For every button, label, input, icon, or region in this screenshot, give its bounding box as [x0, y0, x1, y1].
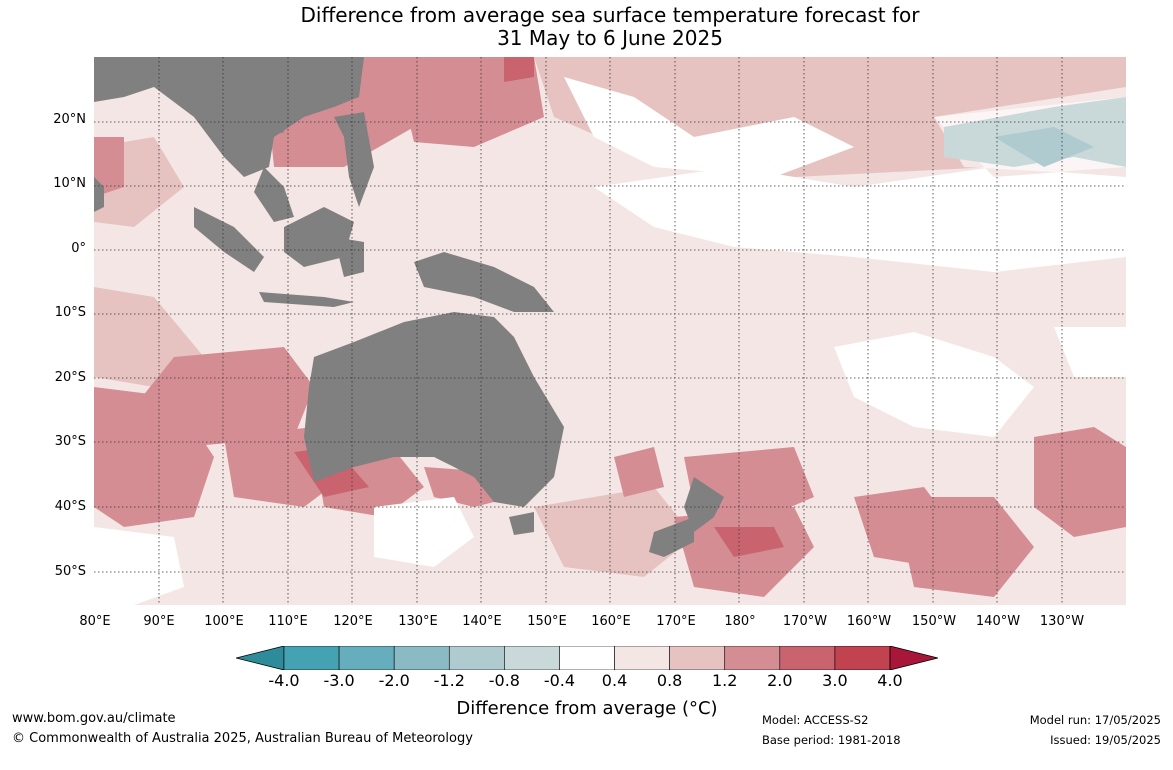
colorbar-segment — [448, 646, 505, 670]
colorbar-tick-label: -1.2 — [433, 671, 465, 690]
colorbar-segment — [614, 646, 670, 670]
colorbar-tick-label: 2.0 — [767, 671, 793, 690]
colorbar-tick-label: -0.4 — [543, 671, 576, 690]
title-line-2: 31 May to 6 June 2025 — [497, 26, 723, 50]
lat-label: 40°S — [54, 499, 86, 514]
lon-label: 170°E — [656, 614, 696, 629]
model-text: Model: ACCESS-S2 — [762, 713, 869, 727]
lon-label: 160°W — [846, 614, 892, 629]
base-period-text: Base period: 1981-2018 — [762, 733, 901, 747]
lon-label: 150°W — [911, 614, 957, 629]
lat-label: 20°S — [54, 370, 86, 385]
colorbar-tick-label: -0.8 — [488, 671, 520, 690]
lon-label: 160°E — [591, 614, 631, 629]
lon-label: 180° — [724, 614, 756, 629]
map-canvas — [94, 57, 1126, 605]
lon-label: 80°E — [79, 614, 111, 629]
lat-label: 30°S — [54, 434, 86, 449]
lon-label: 130°E — [398, 614, 438, 629]
model-run-text: Model run: 17/05/2025 — [1029, 713, 1161, 727]
lon-label: 110°E — [268, 614, 308, 629]
sst-anomaly-map — [94, 57, 1126, 605]
lat-label: 20°N — [53, 112, 86, 127]
lon-label: 100°E — [204, 614, 244, 629]
colorbar-tick-label: 1.2 — [711, 671, 738, 690]
copyright-text: © Commonwealth of Australia 2025, Austra… — [12, 731, 473, 746]
lon-label: 150°E — [527, 614, 567, 629]
colorbar-tick-label: 0.4 — [601, 671, 628, 690]
lat-label: 10°N — [53, 176, 86, 191]
colorbar-segment — [779, 646, 836, 670]
colorbar-label: Difference from average (°C) — [456, 698, 718, 719]
lon-label: 120°E — [333, 614, 373, 629]
colorbar-tick-label: -4.0 — [268, 671, 300, 690]
title-line-1: Difference from average sea surface temp… — [300, 3, 920, 27]
colorbar-tick-label: 0.8 — [656, 671, 683, 690]
colorbar-segment — [283, 646, 340, 670]
website-text: www.bom.gov.au/climate — [12, 711, 176, 726]
colorbar-segment — [834, 646, 891, 670]
colorbar-segment — [338, 646, 395, 670]
colorbar-segments — [236, 646, 938, 670]
colorbar-segment — [669, 646, 726, 670]
lon-label: 90°E — [143, 614, 175, 629]
lon-label: 140°E — [462, 614, 502, 629]
colorbar-tick-label: -3.0 — [323, 671, 355, 690]
colorbar-segment — [559, 646, 615, 670]
colorbar-segment — [724, 646, 781, 670]
lat-label: 50°S — [54, 564, 86, 579]
map-title: Difference from average sea surface temp… — [94, 4, 1126, 50]
colorbar-segment — [504, 646, 560, 670]
lon-label: 130°W — [1039, 614, 1085, 629]
land-masses — [94, 57, 724, 557]
lat-label: 0° — [71, 241, 86, 256]
colorbar-tick-label: 4.0 — [877, 671, 903, 690]
lon-label: 170°W — [782, 614, 828, 629]
lon-label: 140°W — [975, 614, 1021, 629]
colorbar-tick-label: -2.0 — [378, 671, 410, 690]
issued-text: Issued: 19/05/2025 — [1050, 733, 1161, 747]
graticule — [94, 57, 1126, 605]
anomaly-fields — [94, 57, 1126, 605]
colorbar — [236, 646, 938, 670]
colorbar-extend-low — [236, 646, 285, 670]
colorbar-extend-high — [889, 646, 938, 670]
lat-label: 10°S — [54, 305, 86, 320]
colorbar-segment — [393, 646, 450, 670]
colorbar-tick-label: 3.0 — [822, 671, 848, 690]
